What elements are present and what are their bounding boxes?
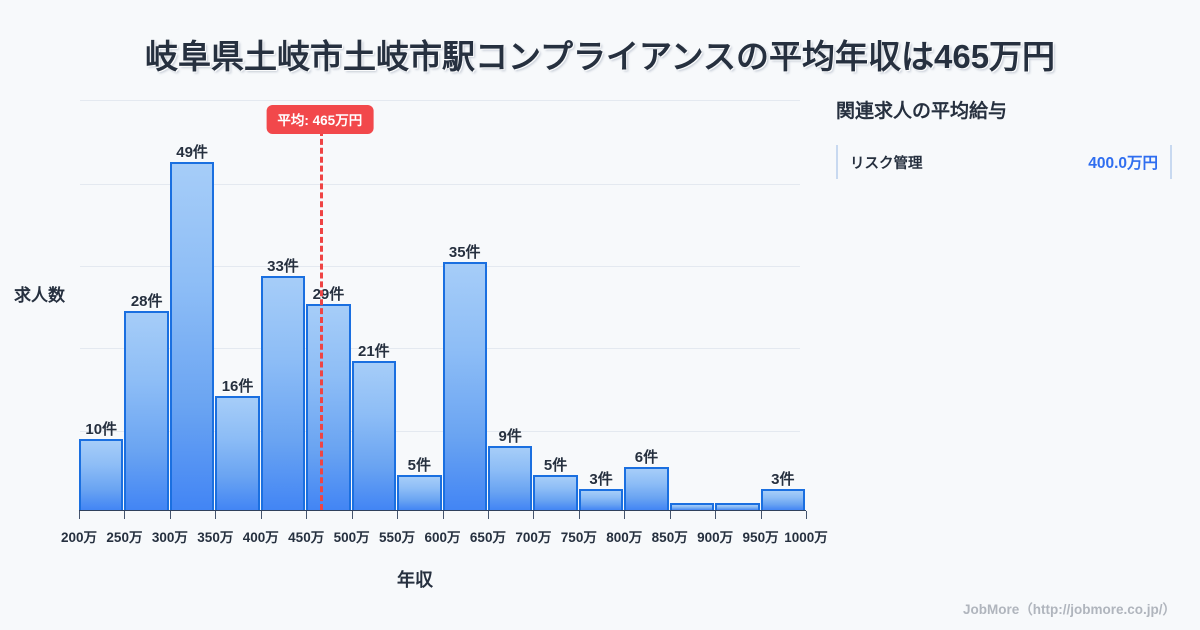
panel-rows: リスク管理 400.0万円 [836, 145, 1186, 179]
bar [487, 446, 533, 510]
bar [715, 502, 760, 510]
x-axis-tick [306, 511, 308, 519]
related-salary-panel: 関連求人の平均給与 リスク管理 400.0万円 [836, 96, 1186, 179]
panel-row-label: リスク管理 [850, 155, 923, 172]
x-axis-tick-label: 600万 [424, 530, 461, 545]
bar-value-label: 33件 [267, 257, 299, 275]
x-axis-line [79, 510, 806, 511]
x-axis-tick [79, 511, 80, 519]
x-axis-title: 年収 [397, 570, 433, 590]
average-vline [319, 130, 323, 510]
x-axis-tick-label: 900万 [697, 530, 734, 545]
bar [169, 162, 215, 510]
y-axis-title: 求人数 [14, 286, 65, 305]
bar [79, 439, 124, 510]
x-axis-tick-label: 800万 [606, 530, 643, 545]
bar-value-label: 3件 [589, 470, 613, 488]
x-axis-tick-label: 200万 [60, 530, 98, 545]
bar-value-label: 5件 [543, 456, 568, 474]
x-axis-tick-label: 750万 [560, 530, 597, 545]
bar [397, 474, 442, 510]
footer-attribution: JobMore（http://jobmore.co.jp/） [963, 602, 1176, 617]
x-axis-tick-label: 650万 [469, 530, 506, 545]
bar [442, 261, 487, 510]
bar [215, 396, 260, 510]
bar-value-label: 21件 [358, 342, 390, 360]
x-axis-tick [487, 511, 489, 519]
gridline [80, 100, 800, 101]
x-axis-tick-label: 850万 [651, 530, 688, 545]
average-badge: 平均: 465万円 [266, 105, 374, 134]
bar-value-label: 49件 [176, 144, 208, 162]
x-axis-tick [533, 511, 535, 519]
x-axis-tick-label: 250万 [106, 530, 143, 545]
x-axis-tick-label: 700万 [515, 530, 552, 545]
bar [306, 304, 351, 510]
bar [533, 474, 578, 510]
x-axis-tick [124, 511, 126, 519]
x-axis-tick [351, 511, 353, 519]
x-axis-tick [624, 511, 626, 519]
bar-value-label: 10件 [85, 421, 118, 438]
bar-value-label: 28件 [130, 293, 163, 311]
x-axis-tick [169, 511, 171, 519]
panel-row-value: 400.0万円 [1088, 155, 1158, 172]
x-axis-tick-label: 550万 [379, 530, 416, 545]
bar [669, 502, 715, 510]
bar-value-label: 6件 [634, 449, 659, 467]
bar [351, 360, 397, 510]
x-axis-tick-label: 400万 [242, 530, 279, 545]
panel-title: 関連求人の平均給与 [836, 101, 1008, 122]
x-axis-tick [260, 511, 262, 519]
x-axis-tick [578, 511, 580, 519]
x-axis-tick-label: 350万 [197, 530, 234, 545]
x-axis-tick-label: 500万 [333, 530, 370, 545]
bar-value-label: 16件 [221, 378, 254, 396]
bar [578, 488, 624, 510]
x-axis-tick [760, 511, 762, 519]
x-axis-tick [806, 511, 807, 519]
x-axis-tick [442, 511, 444, 519]
bar-value-label: 35件 [448, 243, 481, 261]
x-axis-tick [669, 511, 671, 519]
bar-value-label: 5件 [407, 456, 431, 474]
bar-value-label: 29件 [312, 286, 345, 304]
x-axis-tick-label: 1000万 [784, 530, 828, 545]
x-axis-tick [215, 511, 217, 519]
bar [260, 275, 306, 510]
page-title: 岐阜県土岐市土岐市駅コンプライアンスの平均年収は465万円 [144, 38, 1056, 75]
panel-row: リスク管理 400.0万円 [836, 145, 1172, 179]
x-axis-tick [715, 511, 717, 519]
gridline [80, 266, 800, 267]
gridline [80, 431, 800, 432]
bar [624, 467, 669, 510]
x-axis-tick [397, 511, 399, 519]
bar-value-label: 3件 [771, 470, 795, 488]
bar [760, 488, 805, 510]
bar-value-label: 9件 [498, 428, 522, 446]
gridline [80, 348, 800, 349]
x-axis-tick-label: 300万 [151, 530, 188, 545]
histogram-chart: 10件 28件 49件 16件 33件 29件 21件 5件 35件 9件 5件 3件 6件 3件 200… [14, 100, 828, 590]
x-axis-tick-label: 450万 [288, 530, 325, 545]
gridline [80, 184, 800, 185]
x-axis-tick-label: 950万 [742, 530, 779, 545]
bar [124, 311, 169, 510]
